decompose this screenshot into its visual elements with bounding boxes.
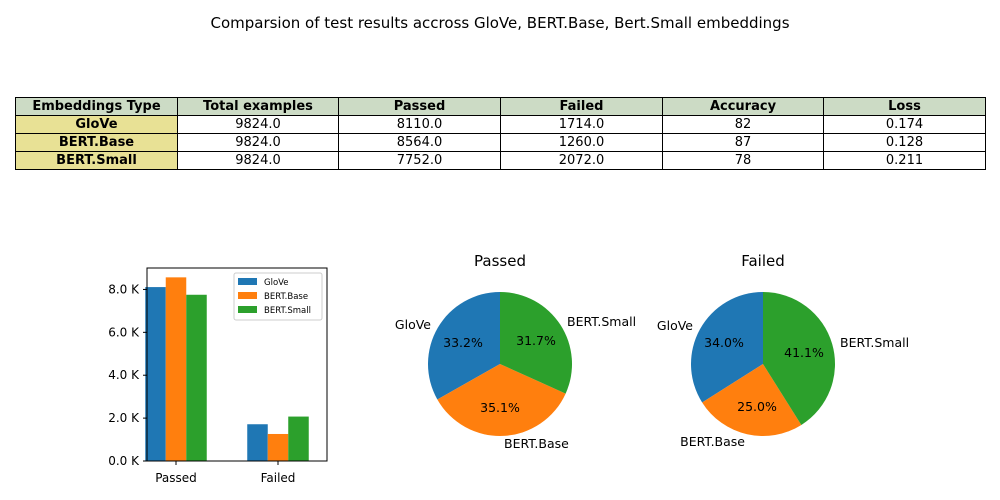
table-cell: 78	[662, 151, 824, 170]
y-tick-label: 4.0 K	[108, 368, 140, 382]
row-label: GloVe	[15, 115, 178, 134]
table-cell: 0.211	[823, 151, 986, 170]
pie-pct-label: 31.7%	[516, 333, 556, 348]
legend-label: BERT.Base	[264, 292, 308, 302]
pie-label: GloVe	[657, 318, 693, 333]
pie-slice	[427, 292, 500, 400]
bar	[165, 277, 187, 461]
table-cell: 2072.0	[500, 151, 663, 170]
results-table: Embeddings Type Total examples Passed Fa…	[15, 97, 986, 170]
pie-label: BERT.Base	[680, 434, 745, 449]
bar	[186, 294, 207, 461]
y-tick-label: 0.0 K	[108, 454, 140, 468]
pie-title: Failed	[741, 252, 785, 270]
legend-label: BERT.Small	[264, 306, 311, 316]
column-header: Passed	[338, 97, 501, 116]
column-header: Accuracy	[662, 97, 824, 116]
figure-title: Comparsion of test results accross GloVe…	[210, 14, 790, 32]
table-row: BERT.Base 9824.0 8564.0 1260.0 87 0.128	[15, 133, 986, 152]
table-row: BERT.Small 9824.0 7752.0 2072.0 78 0.211	[15, 151, 986, 170]
pie-pct-label: 41.1%	[784, 345, 824, 360]
pie-title: Passed	[474, 252, 526, 270]
pie-label: BERT.Base	[504, 436, 569, 451]
bar	[288, 416, 309, 461]
pie-slice	[437, 364, 566, 436]
legend-label: GloVe	[264, 278, 289, 288]
bar	[267, 433, 289, 461]
pie-slice	[702, 364, 802, 436]
table-cell: 8110.0	[338, 115, 501, 134]
column-header: Total examples	[177, 97, 339, 116]
y-tick-label: 2.0 K	[108, 411, 140, 425]
pie-pct-label: 34.0%	[704, 335, 744, 350]
bar	[145, 287, 166, 461]
x-tick-label: Passed	[155, 471, 197, 485]
y-tick-label: 8.0 K	[108, 282, 140, 296]
column-header: Embeddings Type	[15, 97, 178, 116]
pie-slice	[691, 292, 763, 403]
pie-slice	[763, 292, 835, 425]
pie-slice	[500, 292, 572, 394]
table-header-row: Embeddings Type Total examples Passed Fa…	[15, 97, 986, 116]
bar	[247, 424, 268, 461]
bar-axes-frame	[146, 267, 328, 462]
pie-label: BERT.Small	[840, 335, 909, 350]
x-tick-label: Failed	[261, 471, 296, 485]
y-tick-label: 6.0 K	[108, 325, 140, 339]
row-label: BERT.Base	[15, 133, 178, 152]
pie-pct-label: 25.0%	[737, 399, 777, 414]
legend-swatch	[238, 306, 257, 313]
legend-swatch	[238, 278, 257, 285]
pie-label: BERT.Small	[567, 314, 636, 329]
pie-label: GloVe	[395, 317, 431, 332]
table-cell: 7752.0	[338, 151, 501, 170]
legend-swatch	[238, 292, 257, 299]
row-label: BERT.Small	[15, 151, 178, 170]
column-header: Loss	[823, 97, 986, 116]
pie-pct-label: 33.2%	[443, 335, 483, 350]
table-cell: 9824.0	[177, 151, 339, 170]
table-cell: 0.128	[823, 133, 986, 152]
pie-pct-label: 35.1%	[480, 400, 520, 415]
